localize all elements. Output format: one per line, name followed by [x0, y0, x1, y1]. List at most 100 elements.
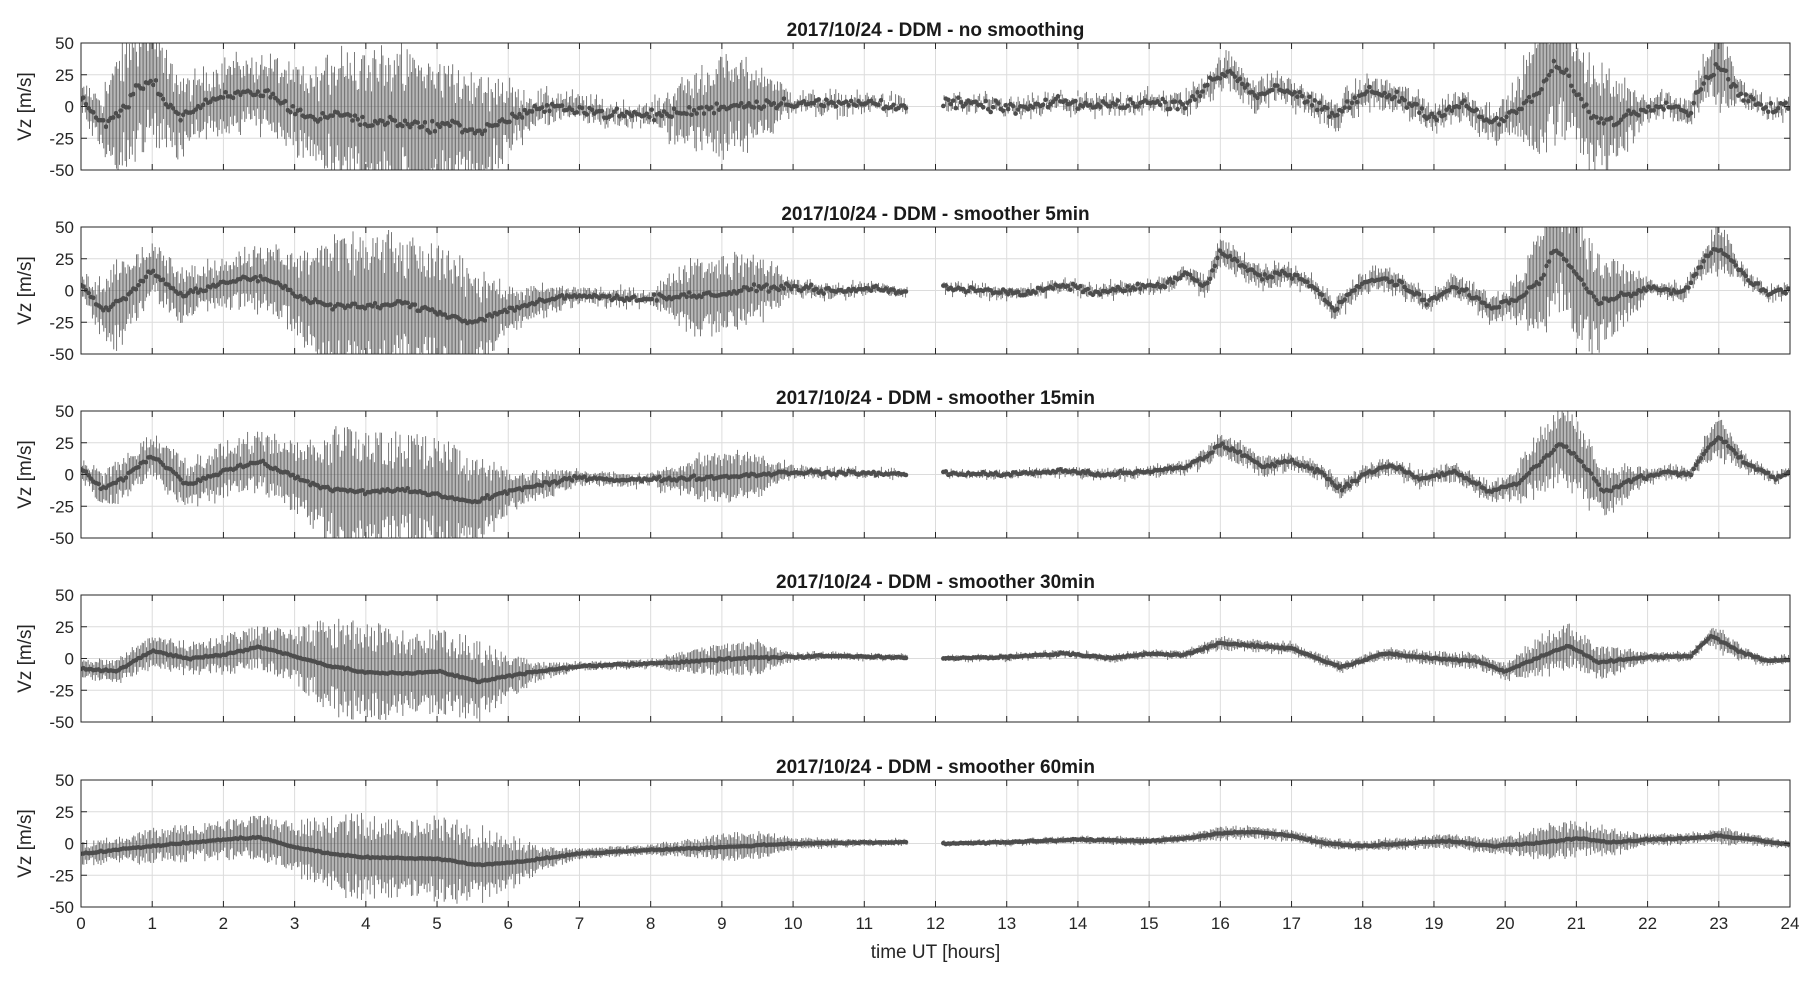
data-point	[1544, 263, 1549, 269]
data-point	[1424, 302, 1430, 307]
panel-title: 2017/10/24 - DDM - smoother 5min	[781, 204, 1089, 225]
data-point	[883, 286, 889, 291]
data-point	[1132, 287, 1138, 292]
data-point	[903, 289, 909, 294]
data-point	[1352, 288, 1357, 293]
data-point	[1536, 90, 1542, 96]
data-point	[437, 124, 443, 130]
data-point	[1399, 279, 1405, 285]
data-point	[684, 111, 689, 117]
data-point	[1063, 98, 1068, 103]
data-point	[1651, 108, 1656, 113]
data-point	[988, 109, 993, 115]
data-point	[1402, 97, 1407, 103]
data-point	[1180, 102, 1185, 107]
data-point	[442, 312, 448, 317]
data-point	[1701, 81, 1706, 86]
data-point	[447, 123, 453, 129]
data-point	[1289, 276, 1295, 281]
panel-2: 50 25 0 -25 -50 2017/10/24 - DDM - smoother 5…	[15, 204, 1791, 364]
data-point	[430, 118, 435, 124]
data-point	[1334, 306, 1340, 312]
data-point	[1314, 107, 1320, 113]
data-point	[764, 282, 769, 287]
y-axis-label: Vz [m/s]	[15, 72, 36, 141]
data-point	[649, 296, 655, 302]
data-point	[671, 106, 677, 112]
data-point	[1506, 300, 1512, 306]
data-point	[1733, 263, 1739, 268]
data-point	[101, 118, 106, 123]
data-point	[1227, 253, 1233, 259]
data-point	[1260, 277, 1265, 282]
data-point	[158, 92, 164, 98]
data-point	[1073, 98, 1078, 104]
data-point	[1210, 268, 1215, 273]
data-point	[1636, 113, 1641, 118]
data-point	[995, 101, 1001, 106]
data-point	[813, 286, 819, 292]
data-point	[1357, 284, 1362, 290]
data-point	[81, 95, 86, 100]
data-point	[1033, 290, 1038, 295]
data-point	[1768, 101, 1774, 106]
data-point	[320, 110, 326, 116]
data-point	[1277, 272, 1283, 277]
data-point	[766, 289, 772, 294]
data-point	[1317, 100, 1322, 106]
data-point	[1013, 111, 1018, 116]
data-point	[1434, 296, 1440, 301]
data-point	[1539, 87, 1544, 92]
data-point	[253, 274, 258, 280]
data-point	[1003, 102, 1008, 108]
data-point	[479, 131, 485, 137]
data-point	[1235, 258, 1240, 264]
data-point	[1785, 286, 1790, 291]
data-point	[223, 89, 228, 95]
data-point	[1496, 122, 1502, 127]
data-point	[1344, 99, 1350, 104]
data-point	[1663, 100, 1669, 106]
data-point	[150, 268, 156, 274]
data-point	[380, 118, 385, 124]
data-point	[1773, 108, 1779, 114]
data-point	[562, 296, 567, 301]
data-point	[1352, 95, 1357, 100]
data-point	[230, 95, 236, 101]
data-point	[175, 111, 181, 117]
data-point	[283, 283, 288, 289]
data-point	[823, 97, 829, 102]
data-point	[1108, 104, 1113, 109]
data-point	[1623, 112, 1629, 118]
data-point	[1417, 110, 1422, 116]
data-point	[1579, 96, 1584, 102]
data-point	[1783, 100, 1789, 106]
data-point	[1708, 250, 1714, 256]
data-point	[1738, 267, 1744, 273]
data-point	[1349, 100, 1355, 106]
data-point	[1205, 82, 1210, 88]
data-point	[1299, 93, 1305, 99]
data-point	[694, 111, 699, 116]
data-point	[1294, 94, 1300, 99]
data-point	[1576, 92, 1582, 97]
data-point	[265, 88, 271, 93]
data-point	[268, 95, 273, 100]
data-point	[1718, 247, 1724, 253]
data-point	[118, 108, 124, 113]
data-point	[853, 103, 859, 108]
data-point	[457, 123, 463, 128]
data-point	[255, 89, 261, 94]
data-point	[686, 290, 692, 295]
data-point	[357, 122, 363, 128]
data-point	[821, 103, 827, 109]
data-point	[1584, 102, 1589, 107]
data-point	[1559, 252, 1564, 257]
data-point	[609, 113, 615, 118]
data-point	[150, 82, 156, 88]
data-point	[1586, 109, 1592, 115]
data-point	[1504, 114, 1509, 120]
data-point	[1446, 288, 1452, 293]
data-point	[1731, 259, 1736, 264]
data-point	[781, 96, 787, 101]
